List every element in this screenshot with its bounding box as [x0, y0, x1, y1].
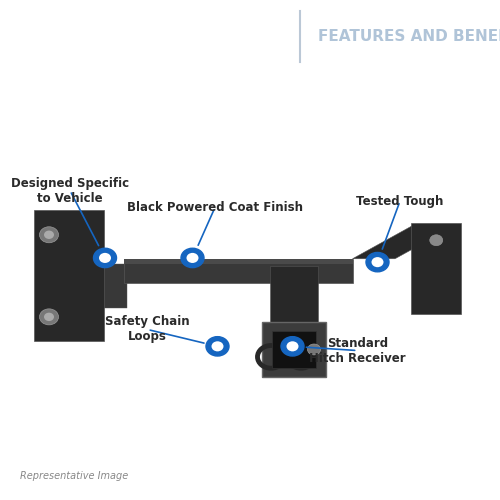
Circle shape	[286, 342, 298, 351]
Text: Safety Chain
Loops: Safety Chain Loops	[105, 316, 190, 344]
Text: Standard
Hitch Receiver: Standard Hitch Receiver	[309, 336, 406, 364]
Text: Representative Image: Representative Image	[20, 471, 128, 481]
Text: ®: ®	[272, 11, 282, 21]
Circle shape	[0, 8, 78, 21]
FancyBboxPatch shape	[124, 259, 352, 264]
FancyBboxPatch shape	[102, 264, 126, 308]
Text: Black Powered Coat Finish: Black Powered Coat Finish	[127, 201, 303, 214]
FancyBboxPatch shape	[411, 223, 462, 314]
Circle shape	[308, 344, 320, 355]
FancyBboxPatch shape	[18, 13, 46, 42]
Text: Tested Tough: Tested Tough	[356, 194, 444, 207]
FancyBboxPatch shape	[124, 259, 352, 283]
Text: DRAW: DRAW	[90, 26, 166, 46]
FancyBboxPatch shape	[272, 331, 316, 368]
Circle shape	[181, 248, 204, 268]
Circle shape	[40, 227, 58, 243]
Circle shape	[44, 312, 54, 321]
Circle shape	[366, 252, 389, 272]
Text: TITE: TITE	[192, 26, 246, 46]
Circle shape	[372, 257, 384, 267]
Polygon shape	[352, 224, 458, 259]
Circle shape	[430, 235, 443, 246]
Circle shape	[40, 309, 58, 325]
Text: FEATURES AND BENEFITS: FEATURES AND BENEFITS	[318, 28, 500, 44]
Circle shape	[44, 230, 54, 239]
Circle shape	[186, 253, 198, 263]
Text: Designed Specific
to Vehicle: Designed Specific to Vehicle	[11, 176, 129, 204]
FancyBboxPatch shape	[0, 42, 70, 51]
Circle shape	[99, 253, 111, 263]
FancyBboxPatch shape	[262, 322, 326, 376]
Circle shape	[212, 342, 224, 351]
FancyBboxPatch shape	[34, 210, 104, 342]
Text: ·: ·	[178, 26, 186, 46]
FancyBboxPatch shape	[270, 266, 318, 323]
Circle shape	[281, 336, 304, 356]
Circle shape	[94, 248, 116, 268]
Circle shape	[206, 336, 229, 356]
